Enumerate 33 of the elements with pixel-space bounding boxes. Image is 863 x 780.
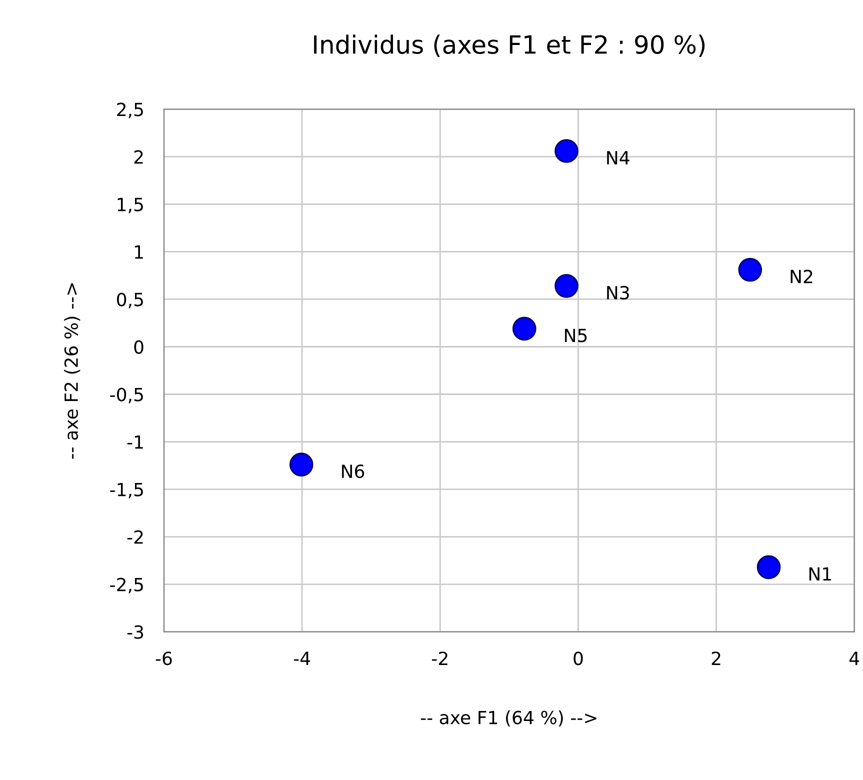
y-tick-label: 1: [135, 245, 143, 259]
y-tick-label: 0,5: [117, 292, 143, 308]
point: [738, 258, 762, 282]
annotation: N1: [809, 567, 831, 581]
y-axis-title: -- axe F2 (26 %) -->: [64, 283, 80, 459]
y-tick-label: 2: [134, 150, 143, 164]
annotation: N5: [565, 328, 587, 342]
y-tick-label: -3: [127, 625, 144, 639]
x-tick-label: 2: [712, 652, 720, 665]
y-tick-label: -2,5: [110, 578, 143, 594]
x-tick-label: 0: [574, 652, 583, 666]
point: [554, 139, 578, 163]
point: [289, 452, 314, 476]
annotation: N3: [607, 286, 629, 300]
y-tick-label: 0: [134, 340, 144, 354]
y-tick-label: 2,5: [117, 102, 143, 118]
x-tick-label: -4: [294, 652, 310, 665]
annotation: N4: [607, 151, 630, 164]
y-tick-label: -1,5: [110, 482, 143, 498]
annotation: N2: [790, 270, 812, 284]
y-tick-label: -2: [127, 530, 143, 544]
point: [554, 274, 578, 298]
point: [512, 316, 536, 341]
x-tick-label: -6: [156, 652, 172, 666]
y-tick-label: 1,5: [118, 198, 143, 214]
chart-title: Individus (axes F1 et F2 : 90 %): [314, 34, 705, 57]
y-tick-label: -1: [127, 435, 143, 449]
x-tick-label: -2: [432, 652, 448, 665]
y-tick-label: -0,5: [110, 388, 143, 404]
annotation: N6: [342, 464, 364, 478]
x-axis-title: -- axe F1 (64 %) -->: [420, 710, 596, 726]
point: [756, 555, 781, 580]
x-tick-label: 4: [850, 652, 860, 665]
